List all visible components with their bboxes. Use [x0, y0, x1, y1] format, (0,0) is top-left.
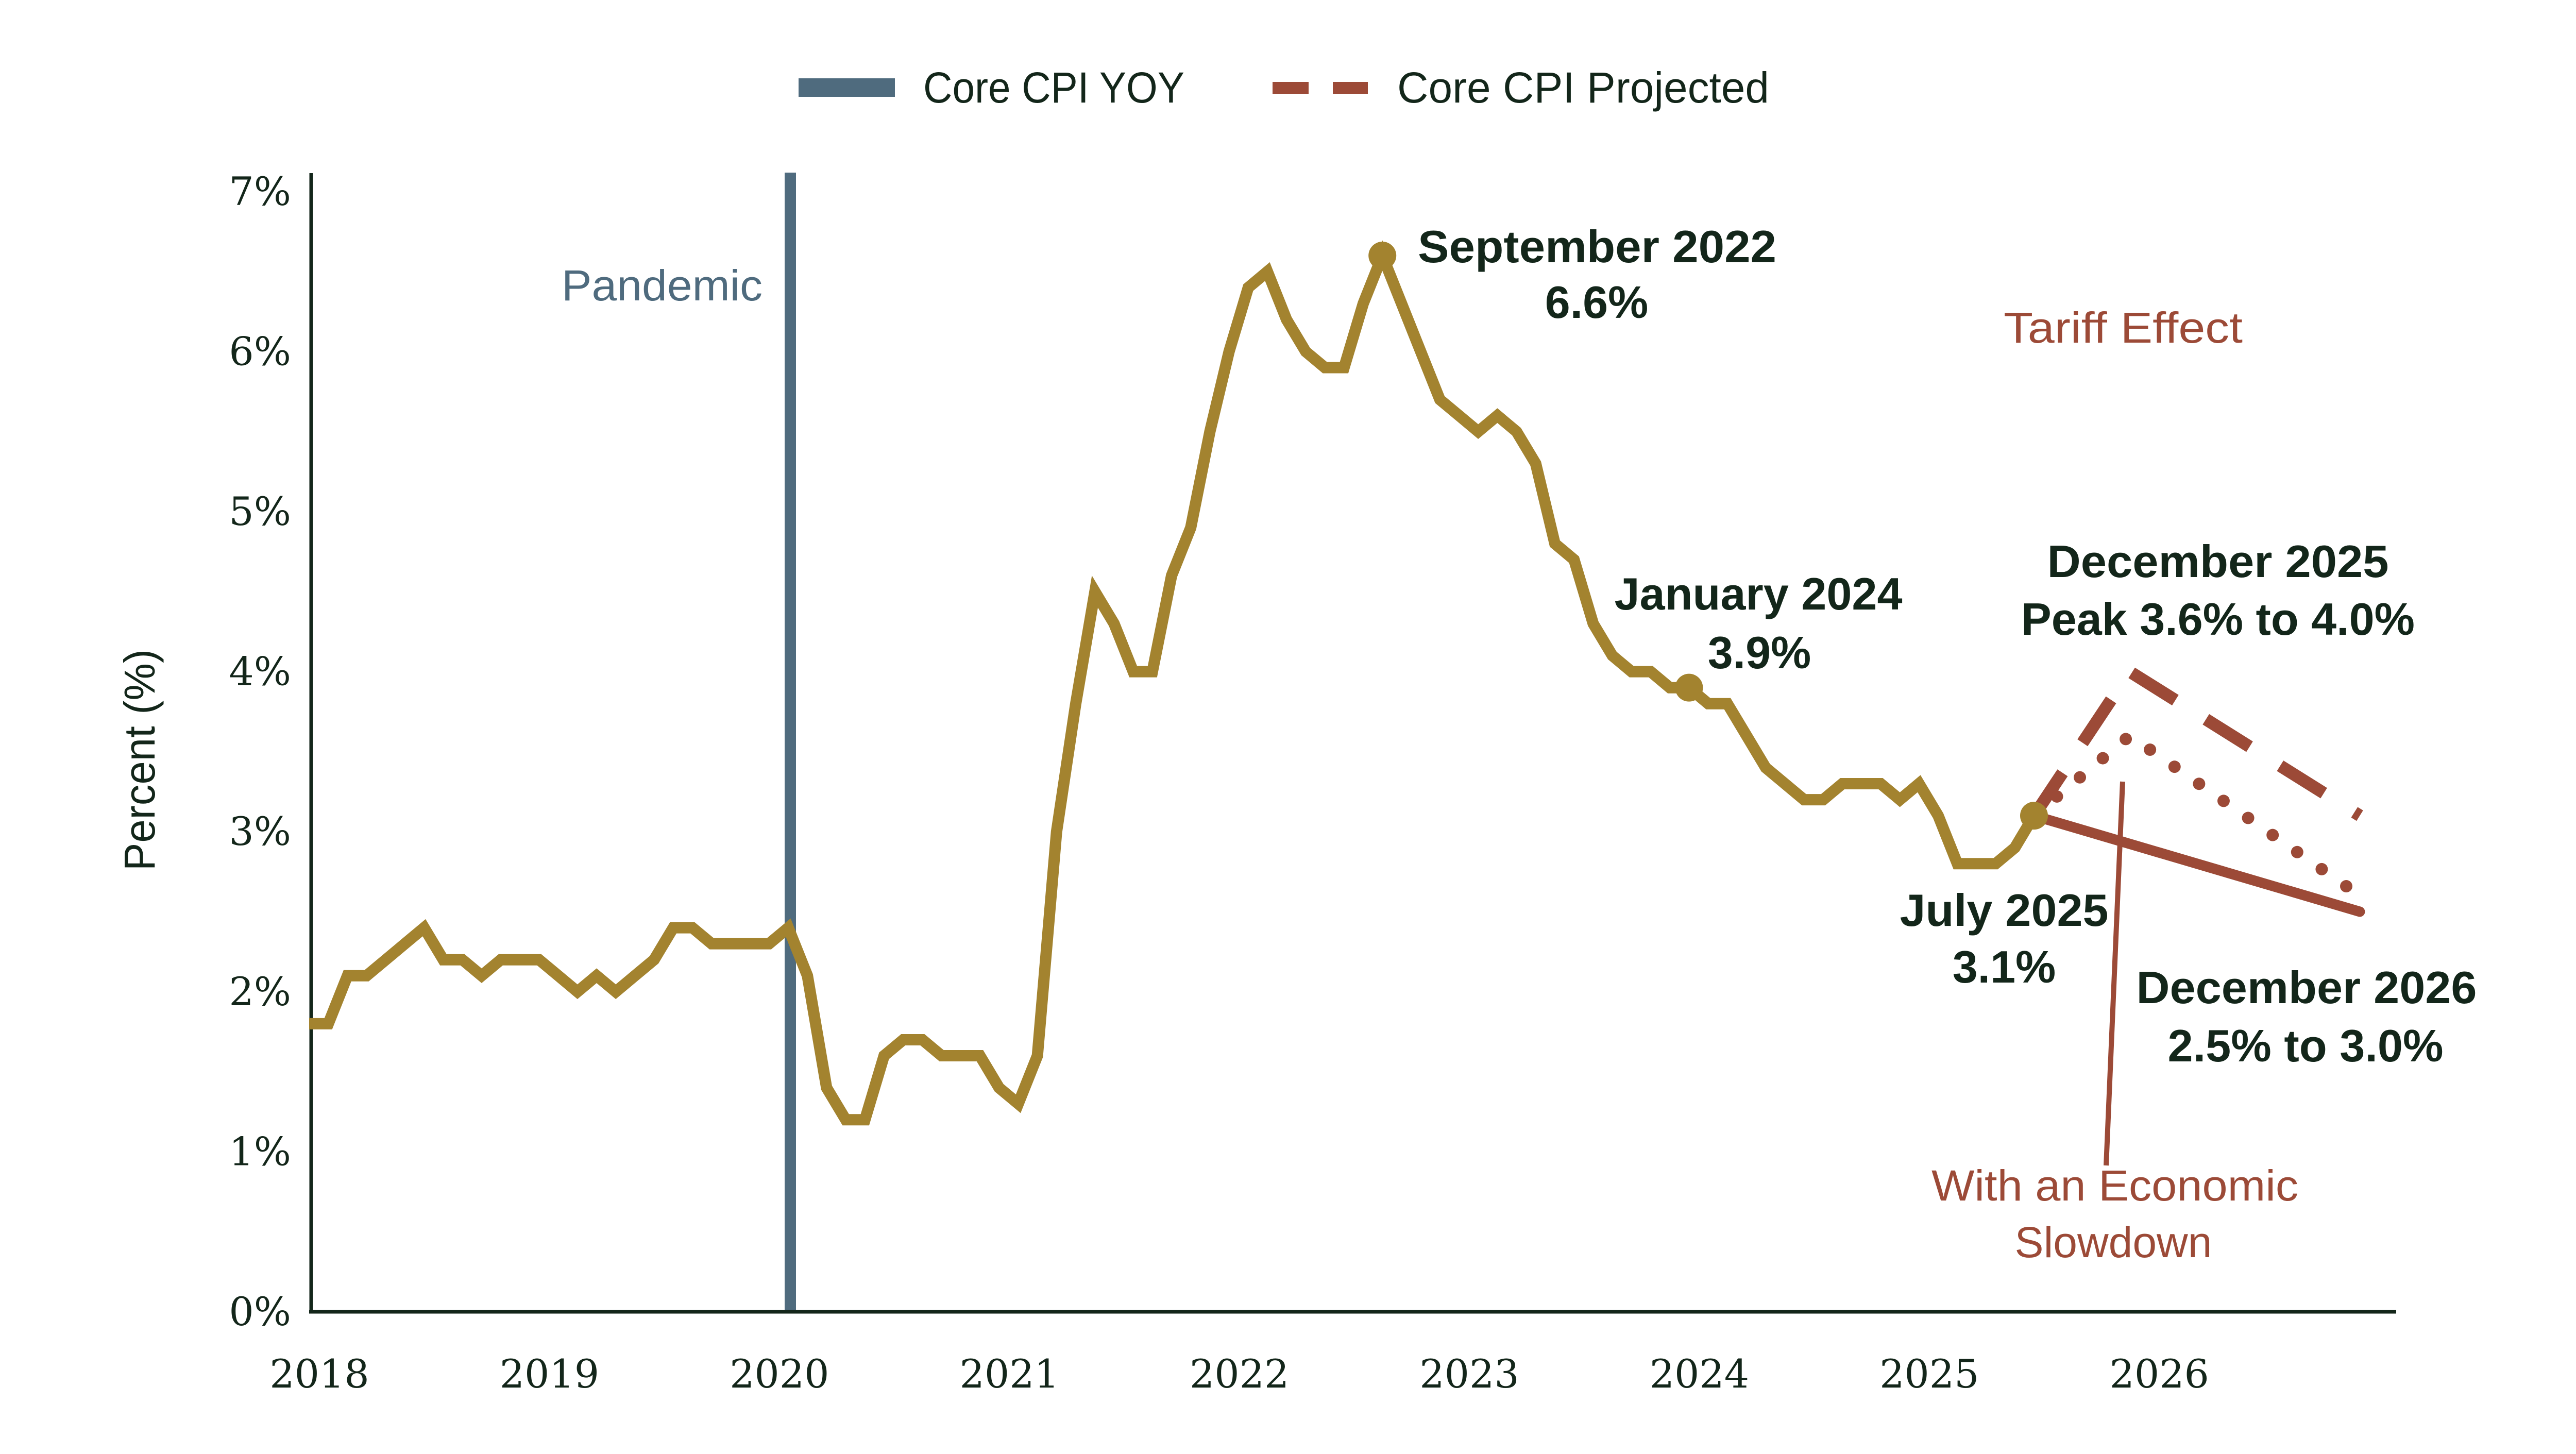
data-point-marker	[1368, 242, 1397, 270]
y-axis-ticks: 0% 1% 2% 3% 4% 5% 6% 7%	[229, 168, 291, 1334]
x-tick-label: 2021	[959, 1351, 1059, 1397]
series-core-cpi-yoy	[309, 240, 2039, 1126]
slowdown-label-line2: Slowdown	[2015, 1218, 2212, 1266]
y-tick-label: 7%	[229, 168, 291, 214]
y-tick-label: 1%	[229, 1128, 291, 1174]
slowdown-label-line1: With an Economic	[1931, 1161, 2298, 1210]
y-tick-label: 2%	[229, 969, 291, 1015]
annotation-sep2022-value: 6.6%	[1545, 277, 1649, 328]
legend-swatch-core-cpi-yoy	[799, 78, 895, 97]
legend: Core CPI YOY Core CPI Projected	[799, 63, 1769, 112]
tariff-effect-label: Tariff Effect	[2004, 303, 2243, 352]
annotation-jul2025-title: July 2025	[1900, 885, 2109, 936]
legend-label-core-cpi-projected: Core CPI Projected	[1397, 63, 1769, 112]
series-projected-dotted	[2028, 728, 2366, 902]
annotation-jan2024-title: January 2024	[1615, 568, 1903, 619]
y-tick-label: 6%	[229, 328, 291, 374]
x-tick-label: 2020	[730, 1351, 829, 1397]
y-axis-title: Percent (%)	[115, 649, 164, 871]
data-point-marker	[2020, 802, 2048, 830]
y-tick-label: 3%	[229, 808, 291, 854]
x-axis-ticks: 2018 2019 2020 2021 2022 2023 2024 2025 2026	[269, 1351, 2209, 1397]
y-tick-label: 0%	[229, 1289, 291, 1334]
x-tick-label: 2024	[1650, 1351, 1749, 1397]
series-projected-solid	[2029, 810, 2365, 917]
x-tick-label: 2026	[2109, 1351, 2209, 1397]
x-tick-label: 2023	[1419, 1351, 1519, 1397]
markers	[1368, 242, 2048, 830]
annotation-jul2025-value: 3.1%	[1953, 941, 2056, 992]
data-point-marker	[1675, 673, 1703, 702]
x-tick-label: 2022	[1190, 1351, 1289, 1397]
annotation-dec2026-value: 2.5% to 3.0%	[2168, 1020, 2444, 1071]
annotation-dec2025-title: December 2025	[2047, 536, 2389, 587]
legend-label-core-cpi-yoy: Core CPI YOY	[923, 63, 1184, 112]
x-tick-label: 2018	[269, 1351, 369, 1397]
x-tick-label: 2025	[1879, 1351, 1979, 1397]
annotation-sep2022-title: September 2022	[1418, 221, 1776, 272]
pandemic-label: Pandemic	[562, 261, 762, 310]
x-tick-label: 2019	[500, 1351, 599, 1397]
legend-swatch-projected-dash-1	[1273, 82, 1309, 94]
annotation-jan2024-value: 3.9%	[1708, 627, 1811, 678]
annotation-dec2025-value: Peak 3.6% to 4.0%	[2021, 594, 2415, 645]
annotation-dec2026-title: December 2026	[2137, 962, 2477, 1013]
y-tick-label: 4%	[229, 649, 291, 695]
y-tick-label: 5%	[229, 488, 291, 534]
series-projected-dashed	[2029, 663, 2363, 821]
slowdown-pointer-line	[2104, 781, 2125, 1166]
legend-swatch-projected-dash-2	[1333, 82, 1368, 94]
